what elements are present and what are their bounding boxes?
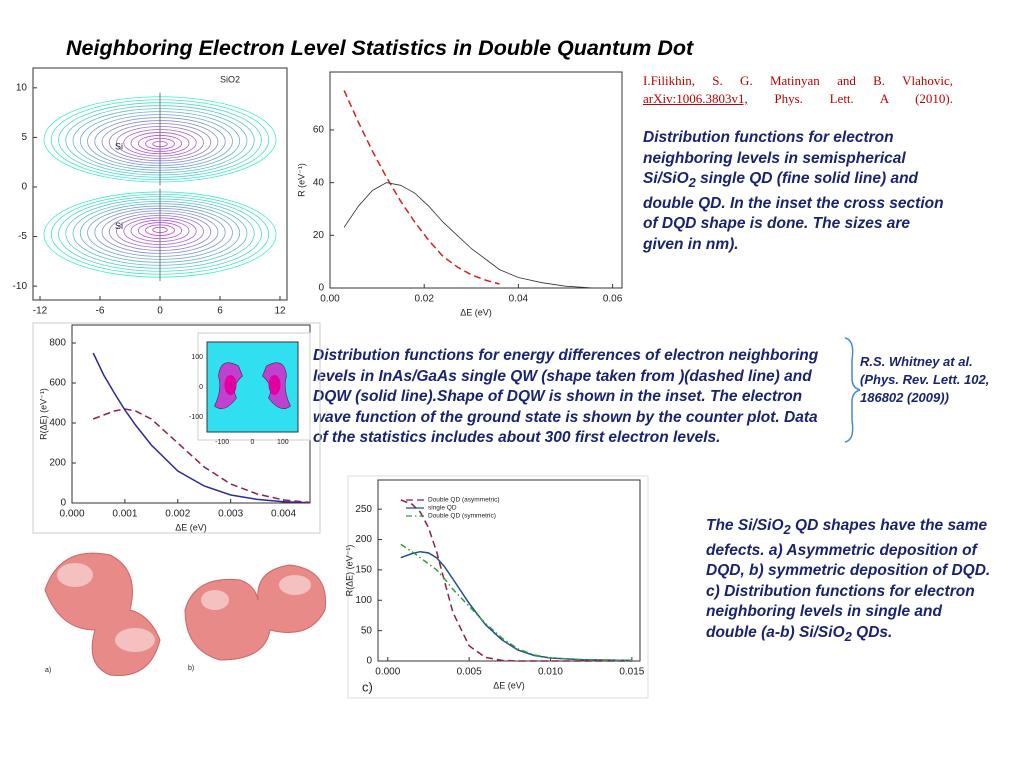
shape-highlight [279, 575, 311, 595]
ref-authors: I.Filikhin, S. G. Matinyan and B. Vlahov… [643, 73, 953, 88]
slide-title: Neighboring Electron Level Statistics in… [66, 36, 694, 60]
series-line [343, 182, 594, 289]
y-tick-label: -10 [13, 281, 28, 292]
caption-text: Distribution functions for electron neig… [643, 129, 906, 187]
y-tick-label: 20 [313, 230, 325, 241]
x-tick-label: 12 [274, 306, 286, 317]
y-axis-label: R (eV⁻¹) [296, 163, 306, 197]
annotation: Si [115, 221, 123, 231]
x-tick-label: -6 [96, 306, 105, 317]
inset-y-tick-label: 100 [191, 354, 203, 361]
shape-highlight [201, 590, 229, 610]
y-tick-label: 0 [366, 656, 372, 667]
series-line [343, 90, 500, 285]
annotation: SiO2 [220, 74, 240, 84]
inset-x-tick-label: 100 [277, 439, 289, 446]
legend-label: Double QD (asymmetric) [428, 497, 500, 504]
y-tick-label: 5 [21, 132, 27, 143]
y-axis-label: R(ΔE) (eV⁻¹) [344, 545, 354, 597]
inset-x-tick-label: 0 [251, 439, 255, 446]
y-tick-label: 0 [21, 182, 27, 193]
shape-label: a) [45, 667, 51, 674]
series-line [400, 499, 632, 662]
x-axis-label: ΔE (eV) [460, 307, 492, 317]
legend-label: Double QD (symmetric) [428, 513, 496, 520]
y-tick-label: 800 [49, 338, 66, 349]
plot-frame [329, 71, 623, 289]
x-tick-label: 0.005 [457, 667, 482, 678]
x-tick-label: 0.001 [112, 509, 137, 520]
caption-text: QD shapes have the same defects. a) Asym… [706, 517, 991, 641]
y-tick-label: 600 [49, 378, 66, 389]
x-tick-label: 0.015 [619, 667, 644, 678]
panel-border [32, 322, 321, 534]
subscript: 2 [844, 628, 852, 644]
x-tick-label: 0.02 [414, 294, 434, 305]
inset-core [224, 375, 237, 395]
x-tick-label: 0.010 [538, 667, 563, 678]
plot-frame [377, 479, 641, 662]
series-line [92, 408, 311, 504]
x-tick-label: 6 [217, 306, 223, 317]
x-tick-label: 0.003 [218, 509, 243, 520]
shape-label: b) [188, 665, 194, 672]
caption: Distribution functions for electron neig… [643, 128, 953, 255]
caption-text: QDs. [851, 623, 893, 641]
y-tick-label: 10 [16, 82, 28, 93]
shape-highlight [57, 563, 93, 587]
y-tick-label: 40 [313, 177, 325, 188]
brace [844, 337, 861, 443]
x-axis-label: ΔE (eV) [175, 522, 207, 532]
x-tick-label: 0.04 [509, 294, 529, 305]
inset-y-tick-label: -100 [189, 414, 203, 421]
x-tick-label: 0.002 [165, 509, 190, 520]
x-tick-label: 0 [157, 306, 163, 317]
inset-core [268, 375, 281, 395]
caption-text: single QD (fine solid line) and double Q… [643, 170, 944, 253]
ref-link[interactable]: arXiv:1006.3803v1, [643, 91, 748, 106]
inset-x-tick-label: -100 [215, 439, 229, 446]
y-tick-label: 250 [355, 504, 372, 515]
y-tick-label: -5 [18, 231, 27, 242]
side-note: R.S. Whitney at al. (Phys. Rev. Lett. 10… [860, 354, 990, 405]
y-tick-label: 150 [355, 565, 372, 576]
subscript: 2 [688, 175, 696, 191]
reference: I.Filikhin, S. G. Matinyan and B. Vlahov… [643, 72, 953, 108]
panel-label: c) [362, 679, 373, 694]
y-axis-label: R(ΔE) (eV⁻¹) [38, 388, 48, 440]
caption: Distribution functions for energy differ… [313, 347, 819, 446]
y-tick-label: 200 [355, 534, 372, 545]
x-tick-label: 0.000 [375, 667, 400, 678]
series-line [400, 543, 632, 662]
inset-y-tick-label: 0 [199, 384, 203, 391]
caption: The Si/SiO2 QD shapes have the same defe… [706, 516, 996, 647]
shapes-a [44, 552, 161, 677]
annotation: Si [115, 142, 123, 152]
ref-journal: Phys. Lett. A (2010). [774, 91, 953, 106]
x-axis-label: ΔE (eV) [493, 680, 525, 690]
y-tick-label: 60 [313, 125, 325, 136]
y-tick-label: 50 [361, 625, 373, 636]
shapes-b [184, 564, 327, 661]
caption-text: The Si/SiO [706, 517, 784, 534]
legend-label: single QD [428, 505, 457, 512]
x-tick-label: 0.000 [59, 509, 84, 520]
series-line [400, 550, 632, 662]
shape-highlight [115, 628, 155, 652]
x-tick-label: -12 [33, 306, 48, 317]
panel-border [347, 475, 649, 699]
y-tick-label: 100 [355, 595, 372, 606]
y-tick-label: 200 [49, 458, 66, 469]
x-tick-label: 0.06 [603, 294, 623, 305]
y-tick-label: 0 [60, 498, 66, 509]
x-tick-label: 0.00 [320, 294, 340, 305]
series-line [92, 352, 311, 504]
y-tick-label: 0 [318, 283, 324, 294]
y-tick-label: 400 [49, 418, 66, 429]
x-tick-label: 0.004 [271, 509, 296, 520]
subscript: 2 [783, 522, 791, 538]
